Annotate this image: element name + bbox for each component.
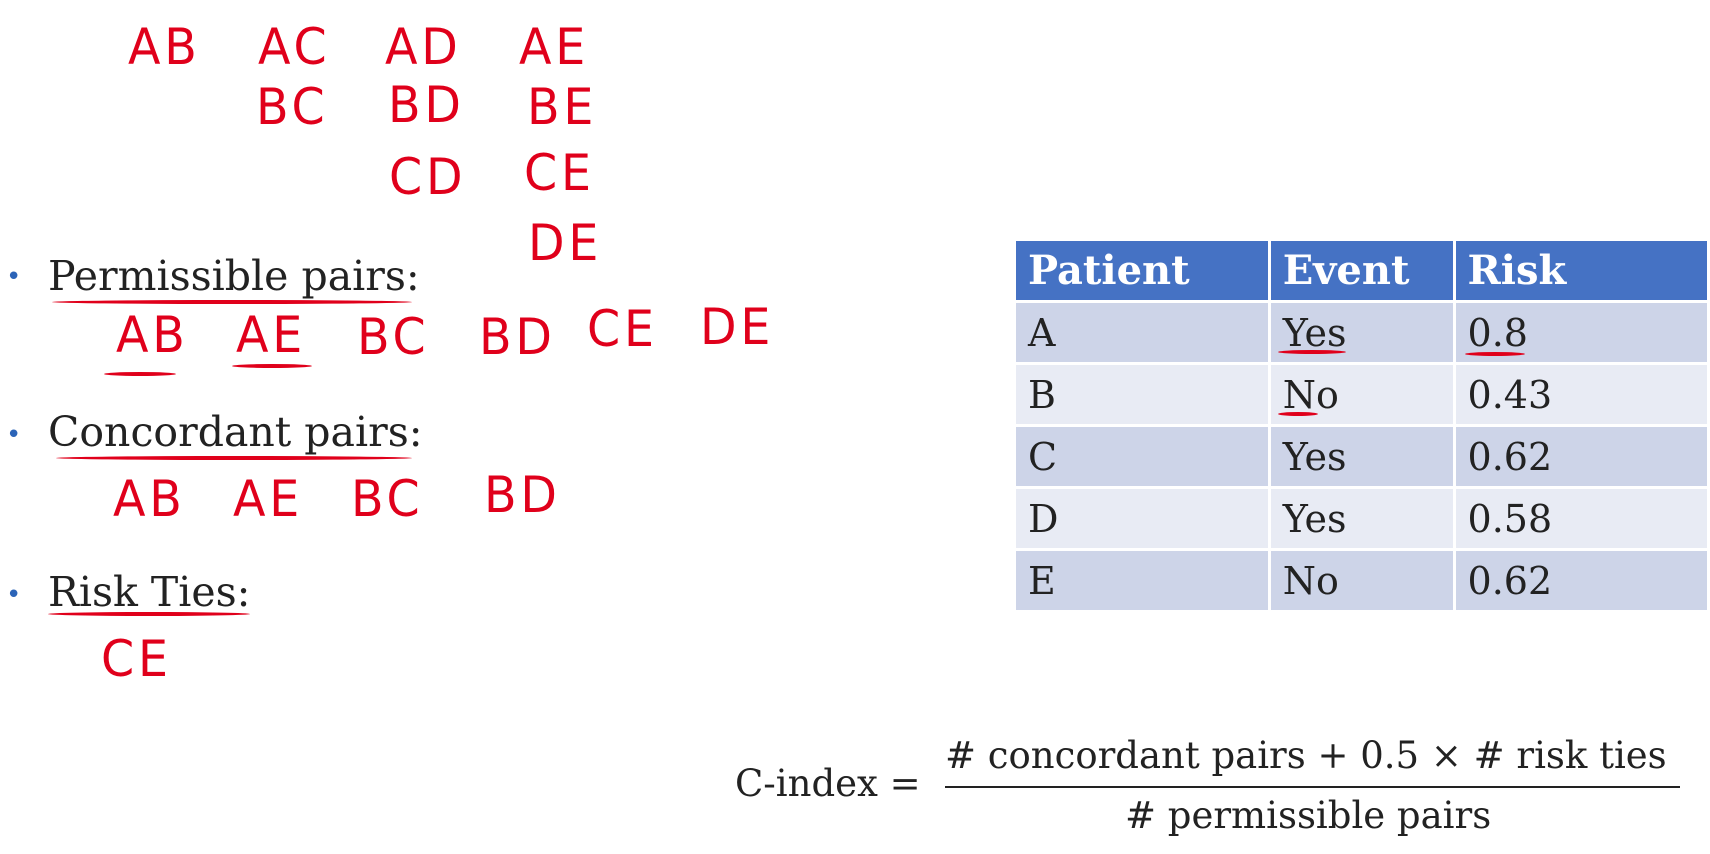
cell-patient: B — [1013, 362, 1271, 427]
formula-lhs: C-index = — [735, 762, 921, 805]
handwritten-pair: AB — [128, 18, 201, 76]
risk-table: Patient Event Risk A Yes 0.8 B No 0.43 C… — [1013, 238, 1710, 613]
handwritten-underline — [1465, 352, 1525, 356]
handwritten-underline — [48, 612, 250, 616]
header-event: Event — [1267, 238, 1456, 303]
handwritten-underline — [56, 456, 412, 460]
table-row: D Yes 0.58 — [1013, 486, 1710, 551]
bullet-dot: • — [6, 580, 22, 610]
handwritten-pair: DE — [700, 298, 775, 356]
cell-patient: A — [1013, 300, 1271, 365]
header-risk: Risk — [1452, 238, 1710, 303]
handwritten-pair: CE — [101, 630, 172, 688]
formula-numerator: # concordant pairs + 0.5 × # risk ties — [945, 734, 1667, 777]
handwritten-underline — [1278, 412, 1318, 416]
handwritten-underline — [1278, 350, 1346, 354]
cell-event: No — [1267, 548, 1456, 613]
table-row: E No 0.62 — [1013, 548, 1710, 613]
formula-denominator: # permissible pairs — [1125, 794, 1492, 837]
table-row: C Yes 0.62 — [1013, 424, 1710, 489]
handwritten-pair: BD — [479, 308, 556, 366]
handwritten-pair: AB — [113, 470, 186, 528]
cell-event: No — [1267, 362, 1456, 427]
bullet-dot: • — [6, 420, 22, 450]
cell-risk: 0.58 — [1452, 486, 1710, 551]
handwritten-pair: AC — [258, 18, 331, 76]
concordant-pairs-label: Concordant pairs: — [48, 408, 423, 456]
handwritten-pair: CE — [587, 300, 658, 358]
cell-risk: 0.62 — [1452, 548, 1710, 613]
fraction-bar — [945, 786, 1680, 788]
handwritten-pair: BD — [388, 76, 465, 134]
handwritten-underline — [232, 364, 312, 368]
handwritten-pair: BE — [527, 78, 598, 136]
cell-risk: 0.43 — [1452, 362, 1710, 427]
handwritten-pair: BC — [357, 308, 430, 366]
table-row: B No 0.43 — [1013, 362, 1710, 427]
cell-risk: 0.62 — [1452, 424, 1710, 489]
handwritten-pair: BC — [351, 470, 424, 528]
table-header-row: Patient Event Risk — [1013, 238, 1710, 303]
handwritten-pair: CD — [389, 148, 467, 206]
permissible-pairs-label: Permissible pairs: — [48, 252, 420, 300]
cell-patient: C — [1013, 424, 1271, 489]
handwritten-pair: AE — [233, 470, 304, 528]
handwritten-pair: BC — [256, 78, 329, 136]
cell-event: Yes — [1267, 300, 1456, 365]
handwritten-pair: AD — [385, 18, 462, 76]
header-patient: Patient — [1013, 238, 1271, 303]
handwritten-pair: AE — [519, 18, 590, 76]
table-row: A Yes 0.8 — [1013, 300, 1710, 365]
cell-event: Yes — [1267, 486, 1456, 551]
risk-ties-label: Risk Ties: — [48, 568, 251, 616]
handwritten-pair: BD — [484, 466, 561, 524]
handwritten-pair: AE — [236, 306, 307, 364]
cell-patient: D — [1013, 486, 1271, 551]
handwritten-underline — [52, 300, 412, 304]
cell-event: Yes — [1267, 424, 1456, 489]
handwritten-pair: AB — [116, 306, 189, 364]
bullet-dot: • — [6, 262, 22, 292]
handwritten-underline — [104, 372, 176, 376]
handwritten-pair: CE — [524, 144, 595, 202]
cell-patient: E — [1013, 548, 1271, 613]
handwritten-pair: DE — [528, 214, 603, 272]
